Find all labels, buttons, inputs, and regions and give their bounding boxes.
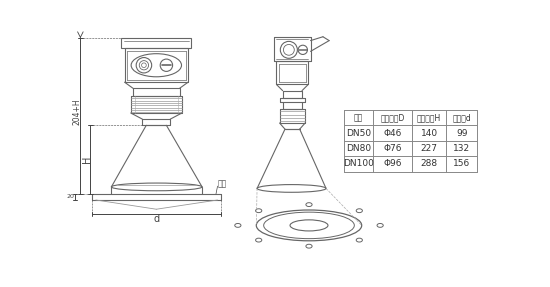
Text: 288: 288 xyxy=(421,159,438,168)
Text: 140: 140 xyxy=(421,129,438,137)
Text: DN100: DN100 xyxy=(343,159,374,168)
Text: 99: 99 xyxy=(456,129,468,137)
Text: 锟口直径D: 锟口直径D xyxy=(381,113,405,122)
Text: d: d xyxy=(153,214,160,224)
Bar xyxy=(344,110,477,172)
Text: Φ96: Φ96 xyxy=(383,159,402,168)
Text: 法兰: 法兰 xyxy=(354,113,363,122)
Text: Φ76: Φ76 xyxy=(383,144,402,153)
Bar xyxy=(122,38,191,48)
Text: 法兰: 法兰 xyxy=(218,179,227,188)
Text: 132: 132 xyxy=(453,144,470,153)
Text: H: H xyxy=(82,156,92,163)
Text: 227: 227 xyxy=(421,144,438,153)
Text: 四层盘d: 四层盘d xyxy=(452,113,471,122)
Text: 锟口高度H: 锟口高度H xyxy=(417,113,441,122)
Text: 20: 20 xyxy=(67,194,74,199)
Text: DN50: DN50 xyxy=(346,129,371,137)
Text: Φ46: Φ46 xyxy=(383,129,402,137)
Text: 156: 156 xyxy=(453,159,470,168)
Text: DN80: DN80 xyxy=(346,144,371,153)
Text: 204+H: 204+H xyxy=(72,98,81,125)
